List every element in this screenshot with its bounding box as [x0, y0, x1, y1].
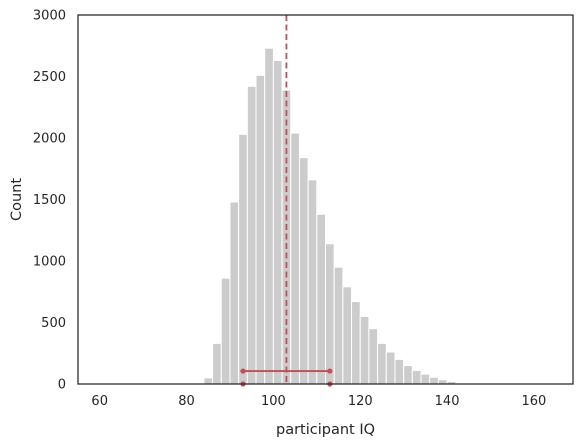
y-tick-label: 500 — [41, 316, 66, 331]
histogram-bar — [316, 213, 327, 385]
histogram-bar — [342, 286, 353, 385]
overlay-layer — [240, 15, 333, 387]
interval-endpoint — [240, 368, 246, 374]
histogram-bar — [212, 342, 222, 385]
histogram-bar — [220, 277, 231, 385]
x-tick-label: 140 — [435, 394, 460, 409]
histogram-bar — [307, 179, 318, 385]
x-tick-label: 60 — [91, 394, 108, 409]
x-tick-label: 100 — [261, 394, 286, 409]
histogram-bar — [377, 342, 387, 385]
y-tick-label: 2500 — [33, 70, 66, 85]
bars-layer — [203, 47, 457, 385]
histogram-bar — [229, 201, 240, 385]
histogram-bar — [203, 377, 214, 385]
y-tick-label: 3000 — [33, 9, 66, 24]
histogram-bar — [351, 301, 361, 385]
histogram-bar — [290, 132, 300, 385]
histogram-bar — [385, 351, 396, 385]
histogram-bar — [238, 133, 248, 385]
histogram-bar — [246, 85, 257, 385]
histogram-bar — [333, 266, 344, 385]
histogram-bar — [272, 60, 283, 385]
y-tick-label: 0 — [58, 378, 66, 393]
histogram-bar — [325, 243, 335, 385]
plot-frame — [77, 14, 574, 385]
interval-endpoint — [327, 368, 333, 374]
histogram-bar — [359, 315, 370, 385]
y-tick-label: 1000 — [33, 255, 66, 270]
histogram-bar — [298, 157, 309, 385]
y-tick-label: 1500 — [33, 193, 66, 208]
x-tick-label: 120 — [348, 394, 373, 409]
histogram-bar — [394, 358, 405, 385]
x-axis-label: participant IQ — [276, 422, 375, 438]
x-tick-label: 160 — [522, 394, 547, 409]
histogram-bar — [368, 328, 379, 385]
histogram-bar — [420, 373, 431, 385]
histogram-bar — [411, 369, 422, 385]
y-axis-ticks: 0 500 1000 1500 2000 2500 3000 — [33, 9, 66, 393]
y-tick-label: 2000 — [33, 132, 66, 147]
x-axis-ticks: 60 80 100 120 140 160 — [91, 394, 546, 409]
histogram-bar — [255, 74, 266, 385]
y-axis-label: Count — [9, 178, 25, 221]
histogram-bar — [264, 47, 274, 385]
histogram-bar — [403, 365, 413, 385]
x-tick-label: 80 — [178, 394, 195, 409]
histogram-bar — [429, 376, 439, 385]
histogram-bar — [437, 379, 448, 385]
